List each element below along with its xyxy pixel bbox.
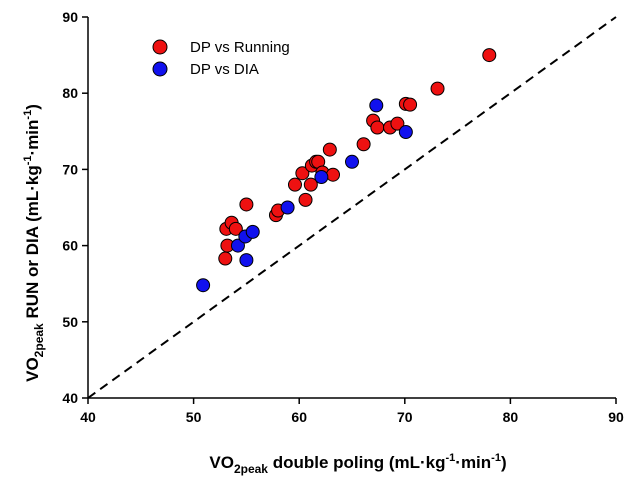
point-dp-vs-running <box>390 116 405 131</box>
x-title-sub: 2peak <box>234 462 268 476</box>
point-dp-vs-dia <box>345 154 359 169</box>
point-dp-vs-dia <box>280 200 295 215</box>
point-dp-vs-dia <box>369 98 384 113</box>
x-title-sup: -1 <box>446 452 456 464</box>
legend-label-dp-vs-dia: DP vs DIA <box>190 61 259 78</box>
point-dp-vs-running <box>239 197 254 212</box>
x-ticks: 40 50 60 70 80 90 <box>80 398 624 425</box>
point-dp-vs-running <box>218 251 233 266</box>
point-dp-vs-running <box>403 97 418 112</box>
point-dp-vs-dia <box>398 125 413 140</box>
point-dp-vs-running <box>482 48 497 63</box>
x-title-rest: double poling (mL·kg <box>268 453 446 472</box>
y-title-end: ) <box>23 104 42 110</box>
point-dp-vs-dia <box>314 170 329 185</box>
y-tick-label: 60 <box>62 238 78 254</box>
identity-line-group <box>87 16 617 399</box>
x-title-sup2: -1 <box>491 452 501 464</box>
identity-line <box>87 16 617 399</box>
x-title-mid: ·min <box>455 453 491 472</box>
x-axis-title: VO2peak double poling (mL·kg-1·min-1) <box>209 452 506 476</box>
point-dp-vs-running <box>228 221 243 236</box>
y-title-rest: RUN or DIA (mL·kg <box>23 165 42 323</box>
point-dp-vs-dia <box>245 224 260 239</box>
y-title-sub: 2peak <box>32 323 46 357</box>
legend-marker-dp-vs-running <box>152 39 168 55</box>
point-dp-vs-running <box>370 120 385 135</box>
y-axis-title: VO2peak RUN or DIA (mL·kg-1·min-1) <box>22 104 46 382</box>
y-title-main: VO <box>23 357 42 382</box>
x-title-main: VO <box>209 453 234 472</box>
point-dp-vs-dia <box>230 238 245 253</box>
point-dp-vs-running <box>295 166 310 181</box>
x-tick-label: 90 <box>608 409 624 425</box>
y-title-mid: ·min <box>23 120 42 156</box>
y-axis: 40 50 60 70 80 90 <box>62 9 89 406</box>
x-tick-label: 40 <box>80 409 96 425</box>
x-tick-label: 80 <box>503 409 519 425</box>
y-ticks: 40 50 60 70 80 90 <box>62 9 88 406</box>
point-dp-vs-running <box>430 81 445 96</box>
x-tick-label: 50 <box>186 409 202 425</box>
y-title-sup: -1 <box>22 155 34 165</box>
y-tick-label: 70 <box>62 161 78 177</box>
y-tick-label: 80 <box>62 85 78 101</box>
point-dp-vs-dia <box>196 278 211 293</box>
point-dp-vs-dia <box>239 253 254 268</box>
y-tick-label: 40 <box>62 390 78 406</box>
point-dp-vs-running <box>322 142 337 157</box>
y-tick-label: 90 <box>62 9 78 25</box>
point-dp-vs-running <box>303 177 318 192</box>
point-dp-vs-running <box>298 192 313 207</box>
x-tick-label: 70 <box>397 409 413 425</box>
data-points <box>196 48 497 293</box>
y-tick-label: 50 <box>62 314 78 330</box>
x-axis: 40 50 60 70 80 90 <box>80 397 624 425</box>
point-dp-vs-running <box>325 167 340 182</box>
x-title-end: ) <box>501 453 507 472</box>
y-title-sup2: -1 <box>22 110 34 120</box>
legend: DP vs Running DP vs DIA <box>152 39 290 78</box>
legend-marker-dp-vs-dia <box>152 61 168 77</box>
x-tick-label: 60 <box>291 409 307 425</box>
legend-label-dp-vs-running: DP vs Running <box>190 39 290 56</box>
point-dp-vs-running <box>287 177 302 192</box>
point-dp-vs-running <box>356 137 371 152</box>
